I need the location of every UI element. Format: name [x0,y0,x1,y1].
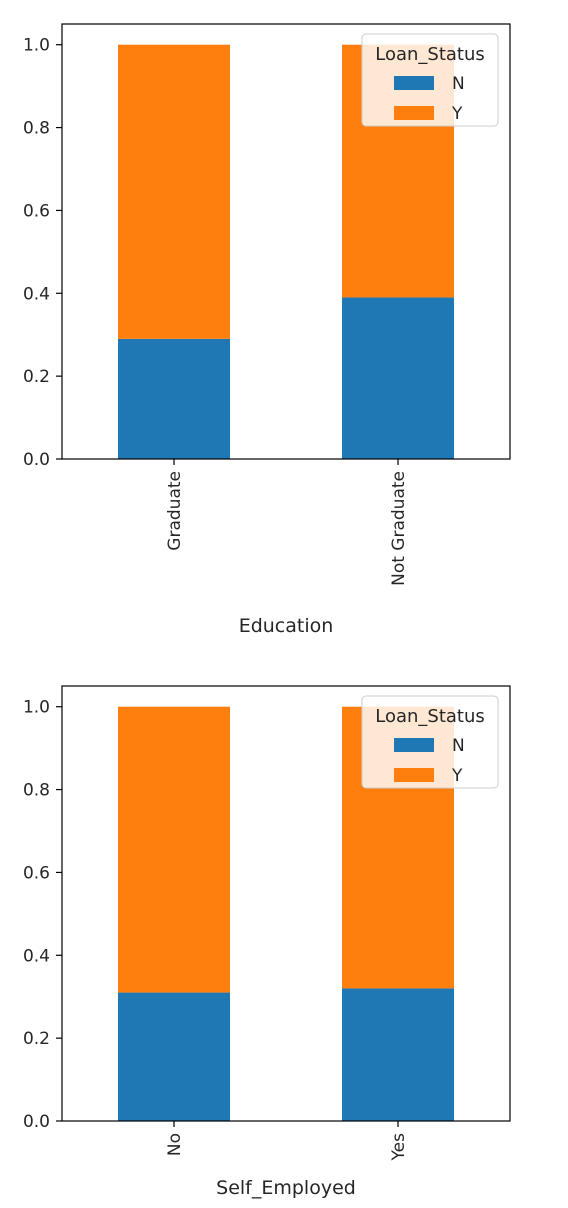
self-employed-legend-swatch-y [394,768,434,782]
self-employed-bar-y-0 [118,706,230,993]
education-legend-swatch-n [394,76,434,90]
education-y-tick-label: 0.4 [23,284,50,304]
education-legend-title: Loan_Status [375,44,485,65]
education-legend-label-n: N [452,74,465,94]
education-axes-frame [61,23,511,460]
education-bar-n-1 [342,297,454,459]
education-y-tick-label: 1.0 [23,36,50,56]
education-y-tick-label: 0.6 [23,201,50,221]
education-x-axis-label: Education [239,615,334,637]
education-legend-swatch-y [394,106,434,120]
education-bar-n-0 [118,338,230,459]
self-employed-y-tick-label: 0.2 [23,1029,50,1049]
self-employed-y-tick-label: 1.0 [23,698,50,718]
education-x-tick-label: Graduate [165,471,185,551]
education-y-tick-label: 0.0 [23,450,50,470]
education-legend-label-y: Y [451,104,463,124]
self-employed-axes-frame [61,685,511,1122]
education-chart: 0.0 0.2 0.4 0.6 0.8 1.0 Graduate Not Graduate Ed… [23,23,511,637]
self-employed-chart-svg: 0.0 0.2 0.4 0.6 0.8 1.0 No Yes Self_Employed Loan… [23,685,511,1199]
self-employed-x-tick-label: Yes [389,1133,409,1162]
self-employed-x-tick-label: No [165,1133,185,1156]
self-employed-legend-label-n: N [452,736,465,756]
education-legend: Loan_Status NY [361,33,499,127]
self-employed-y-tick-label: 0.4 [23,946,50,966]
self-employed-bar-n-0 [118,992,230,1121]
self-employed-y-tick-label: 0.6 [23,863,50,883]
self-employed-y-tick-label: 0.0 [23,1112,50,1132]
self-employed-legend-label-y: Y [451,766,463,786]
education-y-tick-label: 0.8 [23,119,50,139]
self-employed-legend-swatch-n [394,738,434,752]
self-employed-chart: 0.0 0.2 0.4 0.6 0.8 1.0 No Yes Self_Employed Loan… [0,660,568,1208]
self-employed-legend-title: Loan_Status [375,706,485,727]
education-chart-svg: 0.0 0.2 0.4 0.6 0.8 1.0 Graduate Not Graduate Ed… [23,23,511,637]
education-y-tick-label: 0.2 [23,367,50,387]
self-employed-legend: Loan_Status NY [361,695,499,789]
self-employed-bars [118,706,454,1121]
self-employed-y-tick-label: 0.8 [23,781,50,801]
self-employed-x-axis-label: Self_Employed [216,1177,356,1199]
self-employed-bar-n-1 [342,988,454,1121]
education-bar-y-0 [118,44,230,339]
education-x-tick-label: Not Graduate [389,471,409,586]
